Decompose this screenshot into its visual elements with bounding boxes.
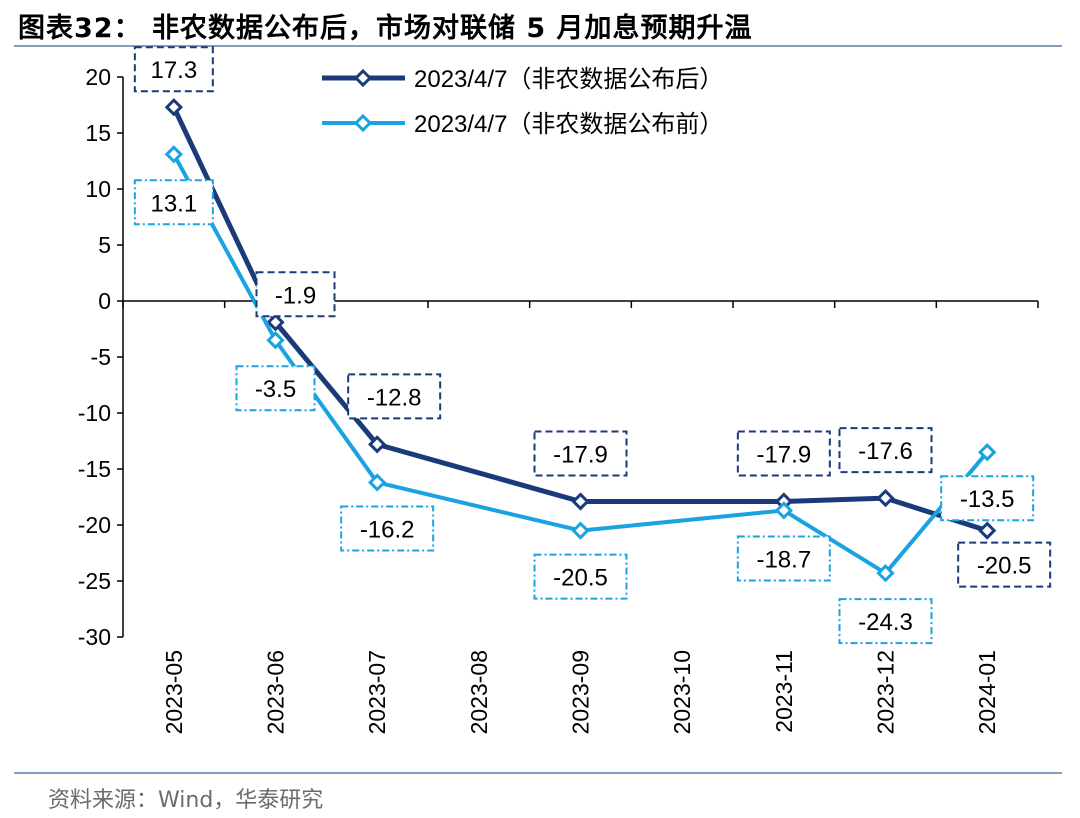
x-tick-label: 2023-07 [364,650,390,734]
data-label-box [133,179,214,226]
data-label-box [347,373,442,420]
data-point-marker [571,492,590,511]
x-tick-label: 2023-06 [263,650,289,734]
y-tick-label: -10 [78,400,111,426]
data-label-box [235,365,316,412]
data-label-box [533,553,628,600]
y-tick-label: -30 [78,624,111,650]
y-tick-label: 10 [85,176,111,202]
title-divider [14,45,1062,47]
y-tick-label: 20 [85,64,111,90]
data-label: -18.7 [756,546,811,573]
data-label: -3.5 [255,376,296,403]
page-title: 图表32： 非农数据公布后，市场对联储 5 月加息预期升温 [18,13,753,44]
x-tick-label: 2023-08 [466,650,492,734]
data-point-marker [774,501,793,520]
legend-label: 2023/4/7（非农数据公布前） [414,111,723,138]
legend-swatch-marker [353,68,373,88]
data-label-box [957,541,1052,588]
data-label: -24.3 [858,609,913,636]
x-tick-label: 2023-11 [771,650,797,733]
x-tick-label: 2023-10 [669,650,695,734]
data-point-marker [978,521,997,540]
data-point-marker [266,331,285,350]
data-point-marker [876,488,895,508]
chart-axes: 20 15 10 5 0 -5 -10 -15 -20 -25 -30 2023-05 2023-06 2… [78,64,1039,734]
data-point-marker [266,313,285,332]
data-point-marker [368,435,387,454]
data-label: -16.2 [360,516,415,543]
data-point-marker [164,98,183,117]
data-label: -12.8 [367,384,422,411]
data-label: -17.9 [553,441,608,468]
data-point-marker [368,473,387,492]
data-label: -13.5 [960,486,1015,513]
data-label-box [133,46,214,93]
data-label: -20.5 [977,553,1032,580]
y-tick-label: 0 [98,288,111,314]
chart-series [164,98,997,583]
data-point-marker [164,145,183,164]
data-label-box [736,430,831,477]
data-label: -1.9 [275,282,316,309]
footer-divider [14,772,1062,774]
data-point-marker [876,564,895,583]
x-tick-label: 2023-09 [568,650,594,734]
data-label: 17.3 [150,57,197,84]
data-label-box [340,505,435,552]
data-label: 13.1 [150,190,197,217]
data-label-box [940,475,1035,522]
data-label-box [838,427,933,474]
legend-swatch-marker [353,113,373,133]
x-tick-label: 2023-12 [873,650,899,734]
legend-label: 2023/4/7（非农数据公布后） [414,66,723,93]
source-note: 资料来源：Wind，华泰研究 [48,788,324,813]
x-tick-label: 2024-01 [974,650,1000,734]
data-label: -20.5 [553,565,608,592]
x-tick-label: 2023-05 [161,650,187,734]
data-label-box [838,598,933,645]
data-point-marker [571,521,590,540]
line-chart: 20 15 10 5 0 -5 -10 -15 -20 -25 -30 2023-05 2023-06 2… [78,46,1052,734]
data-point-marker [978,443,997,462]
data-label: -17.9 [756,441,811,468]
y-tick-label: 15 [85,120,111,146]
y-tick-label: -5 [91,344,111,370]
data-label-box [736,535,831,582]
y-tick-label: -20 [78,512,111,538]
chart-legend: 2023/4/7（非农数据公布后） 2023/4/7（非农数据公布前） [322,66,723,138]
data-label-box [533,430,628,477]
y-tick-label: 5 [98,232,111,258]
data-label: -17.6 [858,438,913,465]
y-tick-label: -15 [78,456,111,482]
chart-data-labels: 17.3 -1.9 -12.8 -17.9 -17.9 -17.6 -20.5 13.1 -3.… [133,46,1052,645]
data-label-box [255,271,336,318]
y-tick-label: -25 [78,568,111,594]
